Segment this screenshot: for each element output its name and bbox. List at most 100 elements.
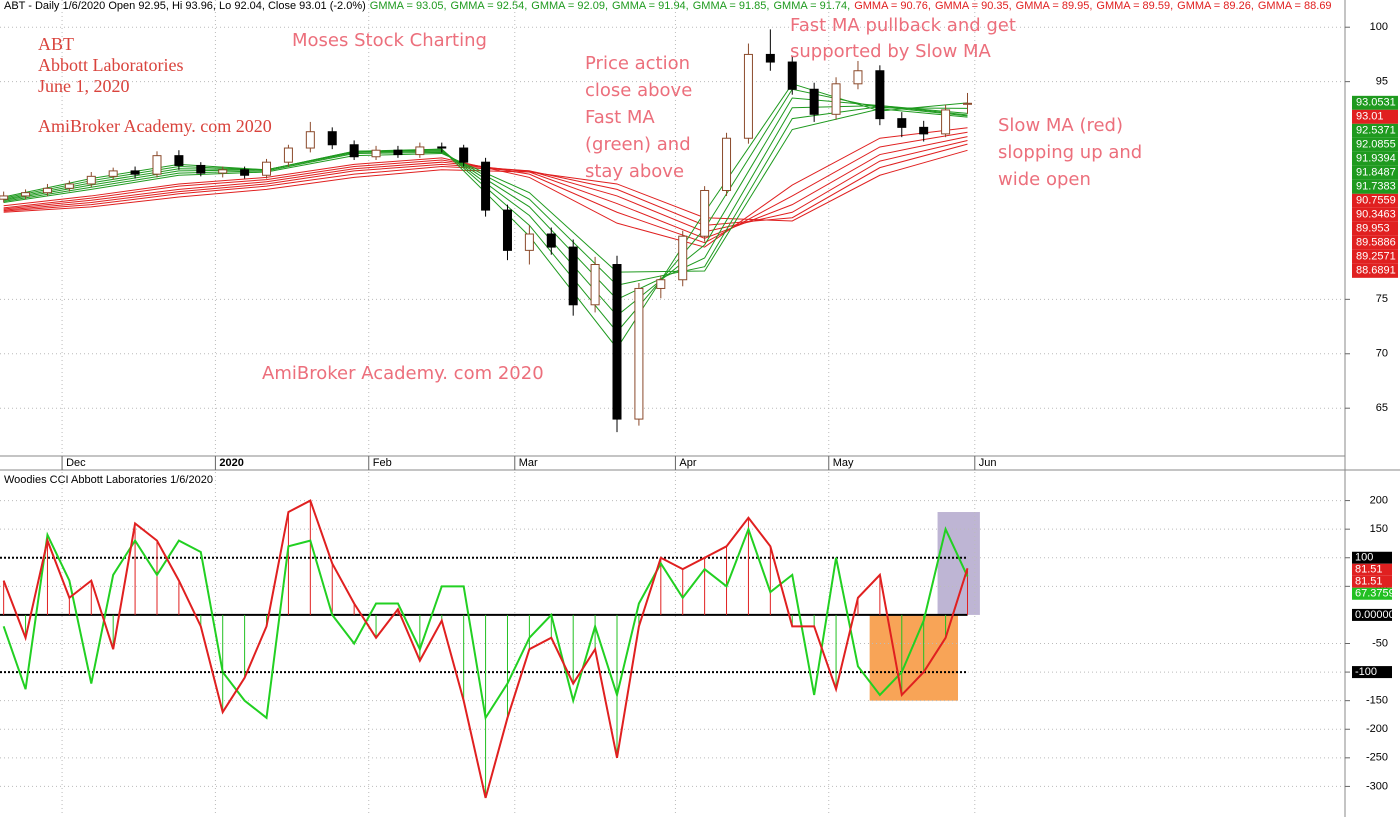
candle-body	[174, 155, 184, 166]
price-marker-label: 89.2571	[1356, 251, 1396, 263]
price-marker-label: 89.953	[1356, 223, 1390, 235]
candle-body	[152, 155, 162, 175]
y-tick-label: 150	[1370, 523, 1388, 535]
price-marker-label: 88.6891	[1356, 265, 1396, 277]
candle-body	[853, 70, 863, 85]
value-marker-label: 67.3759	[1355, 588, 1395, 600]
candle-body	[283, 147, 293, 163]
candle-body	[809, 88, 819, 115]
candle-body	[700, 189, 710, 237]
price-marker	[1352, 221, 1398, 236]
value-marker-label: 100	[1355, 552, 1373, 564]
annotation: Moses Stock Charting	[292, 30, 487, 51]
candle-body	[437, 146, 447, 149]
candle-body	[568, 246, 578, 306]
candle-body	[459, 147, 469, 163]
legend-entry: GMMA = 92.54,	[451, 0, 528, 12]
value-marker-label: -100	[1355, 666, 1377, 678]
candle-body	[108, 170, 118, 177]
price-marker	[1352, 193, 1398, 208]
price-marker	[1352, 235, 1398, 250]
legend-entry: GMMA = 89.59,	[1096, 0, 1173, 12]
annotation: Abbott Laboratories	[38, 55, 183, 75]
legend-entry: GMMA = 91.85,	[693, 0, 770, 12]
y-tick-label: 75	[1376, 293, 1388, 305]
y-tick-label: -300	[1366, 780, 1388, 792]
y-tick-label: 70	[1376, 348, 1388, 360]
y-tick-label: 95	[1376, 76, 1388, 88]
annotation: AmiBroker Academy. com 2020	[262, 363, 544, 384]
price-marker	[1352, 249, 1398, 264]
candle-body	[765, 53, 775, 63]
legend-entry: GMMA = 93.05,	[370, 0, 447, 12]
legend-entry: GMMA = 91.74,	[773, 0, 850, 12]
annotation: (green) and	[585, 134, 691, 155]
x-tick-label: Apr	[679, 457, 696, 469]
legend-entry: GMMA = 89.95,	[1016, 0, 1093, 12]
annotation: ABT	[38, 34, 74, 54]
candle-body	[305, 131, 315, 149]
value-marker	[1352, 608, 1392, 621]
candle-body	[941, 109, 951, 135]
y-tick-label: -150	[1366, 695, 1388, 707]
annotation: slopping up and	[998, 142, 1142, 163]
price-marker-label: 91.7383	[1356, 181, 1396, 193]
candle-body	[502, 209, 512, 251]
candle-body	[21, 192, 31, 197]
candle-body	[42, 187, 52, 194]
candle-body	[196, 164, 206, 174]
cci-line	[2, 499, 969, 799]
annotation: Fast MA	[585, 107, 655, 128]
legend-entry: GMMA = 91.94,	[612, 0, 689, 12]
annotation: Slow MA (red)	[998, 115, 1123, 136]
annotation: supported by Slow MA	[790, 41, 992, 62]
value-marker	[1352, 575, 1392, 588]
value-marker-label: 81.51	[1355, 564, 1383, 576]
price-marker	[1352, 165, 1398, 180]
candle-body	[327, 131, 337, 146]
value-marker	[1352, 551, 1392, 564]
candle-body	[218, 169, 228, 174]
y-tick-label: 200	[1370, 494, 1388, 506]
price-marker	[1352, 207, 1398, 222]
price-marker	[1352, 109, 1398, 124]
x-tick-label: Jun	[979, 457, 997, 469]
price-marker	[1352, 123, 1398, 138]
annotation: Price action	[585, 53, 690, 74]
legend-entry: GMMA = 92.09,	[531, 0, 608, 12]
annotation: June 1, 2020	[38, 76, 130, 96]
candle-body	[656, 279, 666, 289]
price-marker-label: 93.0531	[1356, 97, 1396, 109]
legend-entry: GMMA = 90.35,	[935, 0, 1012, 12]
candle-body	[262, 161, 272, 176]
highlight	[937, 512, 980, 615]
price-marker-label: 91.8487	[1356, 167, 1396, 179]
candle-body	[743, 53, 753, 139]
x-tick-label: Dec	[66, 457, 86, 469]
y-tick-label: -200	[1366, 723, 1388, 735]
candle-body	[590, 264, 600, 306]
candle-body	[962, 102, 972, 105]
candle-body	[612, 264, 622, 420]
price-marker	[1352, 151, 1398, 166]
annotation: AmiBroker Academy. com 2020	[38, 116, 272, 136]
y-tick-label: 65	[1376, 402, 1388, 414]
candle-body	[787, 61, 797, 90]
price-marker-label: 93.01	[1356, 111, 1384, 123]
price-marker-label: 90.7559	[1356, 195, 1396, 207]
candle-body	[371, 149, 381, 158]
annotation: stay above	[585, 161, 684, 182]
y-tick-label: -250	[1366, 752, 1388, 764]
candle-body	[678, 235, 688, 281]
candle-body	[415, 146, 425, 156]
candle-body	[897, 118, 907, 128]
value-marker	[1352, 666, 1392, 679]
candle-body	[524, 233, 534, 251]
y-tick-label: -50	[1372, 637, 1388, 649]
price-marker	[1352, 263, 1398, 278]
price-marker	[1352, 137, 1398, 152]
x-tick-label: 2020	[219, 457, 243, 469]
panel-title: Woodies CCI Abbott Laboratories 1/6/2020	[4, 474, 213, 486]
cci-line	[2, 526, 969, 721]
candle-body	[130, 170, 140, 175]
